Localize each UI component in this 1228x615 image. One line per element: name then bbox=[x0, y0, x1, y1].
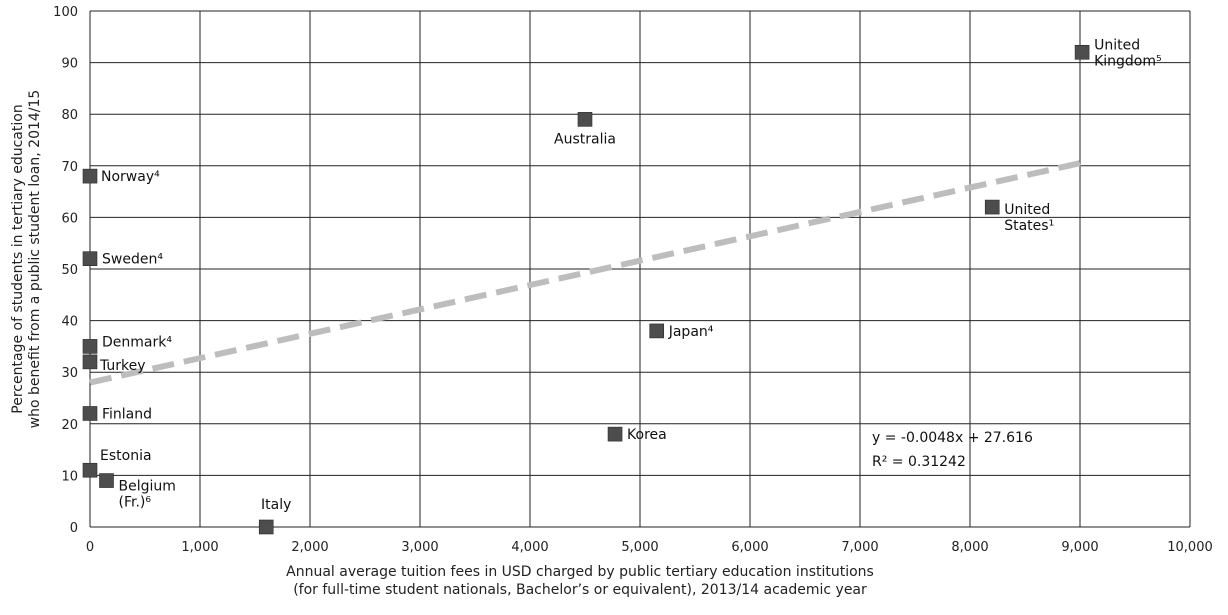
x-tick-label: 2,000 bbox=[291, 540, 328, 555]
y-tick-label: 70 bbox=[61, 160, 78, 175]
y-tick-label: 40 bbox=[61, 315, 78, 330]
y-tick-label: 100 bbox=[53, 5, 78, 20]
point-japan bbox=[649, 323, 665, 339]
annotation-group: y = -0.0048x + 27.616 R² = 0.31242 bbox=[872, 430, 1033, 470]
y-tick-label: 20 bbox=[61, 418, 78, 433]
x-tick-label: 5,000 bbox=[621, 540, 658, 555]
axis-titles-group: Annual average tuition fees in USD charg… bbox=[10, 90, 874, 598]
point-united-states bbox=[984, 199, 1000, 215]
y-tick-label: 10 bbox=[61, 469, 78, 484]
ticks-group: 0 1,000 2,000 3,000 4,000 5,000 6,000 7,000 8,00… bbox=[53, 5, 1213, 555]
x-tick-label: 3,000 bbox=[401, 540, 438, 555]
point-sweden bbox=[82, 251, 98, 266]
point-label-finland: Finland bbox=[102, 406, 152, 422]
grid bbox=[89, 10, 1191, 528]
trendline bbox=[89, 160, 1081, 386]
y-tick-label: 0 bbox=[70, 521, 78, 536]
point-label-norway: Norway⁴ bbox=[101, 169, 160, 185]
point-finland bbox=[82, 406, 98, 421]
point-label-denmark: Denmark⁴ bbox=[102, 334, 172, 350]
point-label-turkey: Turkey bbox=[99, 358, 146, 374]
point-label-australia: Australia bbox=[554, 131, 616, 147]
points-group: United Kingdom⁵ Australia Norway⁴ United Stat… bbox=[82, 37, 1162, 535]
point-australia bbox=[577, 112, 593, 127]
point-label-sweden: Sweden⁴ bbox=[102, 252, 163, 268]
y-tick-label: 50 bbox=[61, 263, 78, 278]
y-tick-label: 60 bbox=[61, 211, 78, 226]
x-tick-label: 0 bbox=[86, 540, 94, 555]
x-tick-label: 7,000 bbox=[841, 540, 878, 555]
x-tick-label: 10,000 bbox=[1167, 540, 1213, 555]
x-tick-label: 9,000 bbox=[1061, 540, 1098, 555]
x-tick-label: 6,000 bbox=[731, 540, 768, 555]
point-label-italy: Italy bbox=[261, 497, 291, 513]
point-korea bbox=[607, 426, 623, 442]
regression-equation: y = -0.0048x + 27.616 bbox=[872, 430, 1033, 446]
point-united-kingdom bbox=[1074, 44, 1090, 60]
point-label-japan: Japan⁴ bbox=[668, 324, 714, 340]
point-denmark bbox=[82, 339, 98, 354]
x-tick-label: 4,000 bbox=[511, 540, 548, 555]
point-label-estonia: Estonia bbox=[100, 448, 152, 464]
trendline-group bbox=[89, 160, 1081, 386]
point-norway bbox=[82, 168, 98, 184]
y-axis-title: Percentage of students in tertiary educa… bbox=[10, 90, 43, 429]
point-italy bbox=[258, 519, 274, 535]
point-label-belgium-fr: Belgium (Fr.)⁶ bbox=[119, 479, 176, 511]
point-turkey bbox=[82, 354, 98, 370]
point-label-korea: Korea bbox=[627, 427, 667, 443]
y-tick-label: 80 bbox=[61, 108, 78, 123]
x-tick-label: 8,000 bbox=[951, 540, 988, 555]
point-label-united-kingdom: United Kingdom⁵ bbox=[1094, 37, 1162, 69]
point-belgium-fr bbox=[99, 473, 114, 488]
point-label-united-states: United States¹ bbox=[1004, 202, 1054, 234]
y-tick-label: 90 bbox=[61, 57, 78, 72]
x-tick-label: 1,000 bbox=[181, 540, 218, 555]
point-estonia bbox=[82, 462, 98, 478]
y-tick-label: 30 bbox=[61, 366, 78, 381]
x-axis-title: Annual average tuition fees in USD charg… bbox=[286, 564, 874, 598]
r-squared: R² = 0.31242 bbox=[872, 454, 966, 470]
